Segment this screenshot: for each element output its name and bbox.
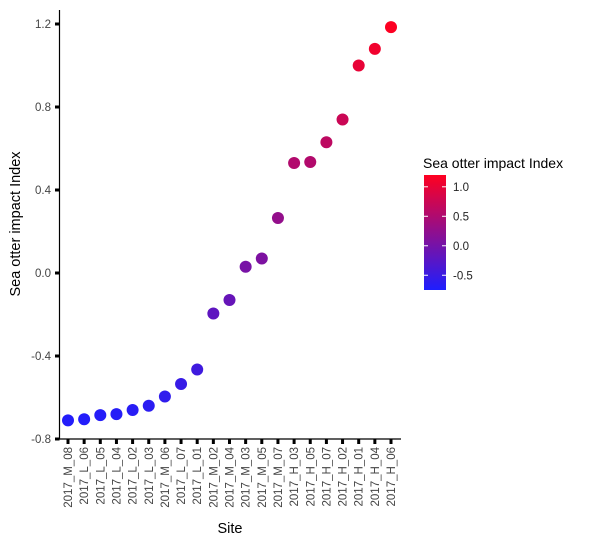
x-tick-label: 2017_L_06	[79, 447, 91, 505]
x-tick-label: 2017_H_04	[370, 446, 382, 506]
color-legend: Sea otter impact Index 1.0 0.5 0.0 -0.5	[423, 155, 563, 290]
data-point	[142, 399, 155, 412]
x-tick-label: 2017_H_02	[338, 447, 350, 506]
x-tick-label: 2017_M_08	[63, 447, 75, 508]
data-point	[78, 413, 91, 426]
x-tick-label: 2017_L_04	[111, 446, 123, 504]
legend-tick-label: -0.5	[453, 270, 473, 282]
data-point	[239, 260, 252, 273]
y-ticks: -0.8 -0.4 0.0 0.4 0.8 1.2	[31, 19, 60, 446]
data-point	[271, 212, 284, 225]
y-axis: -0.8 -0.4 0.0 0.4 0.8 1.2	[31, 10, 61, 446]
x-tick-label: 2017_M_06	[160, 447, 172, 508]
data-point	[255, 252, 268, 265]
y-tick-label: 0.4	[35, 185, 52, 197]
legend-tick-label: 0.5	[453, 211, 469, 223]
y-tick-label: 1.2	[35, 19, 51, 31]
data-point	[175, 378, 188, 391]
x-tick-label: 2017_L_01	[192, 447, 204, 505]
data-point	[320, 136, 333, 149]
data-point	[126, 403, 139, 416]
x-tick-label: 2017_M_03	[241, 447, 253, 508]
data-point	[368, 42, 381, 55]
x-tick-label: 2017_M_05	[257, 447, 269, 508]
data-point	[223, 293, 236, 306]
legend-color-bar	[424, 175, 446, 290]
data-point	[94, 409, 107, 422]
x-tick-label: 2017_H_05	[305, 447, 317, 506]
data-point	[158, 390, 171, 403]
data-points	[62, 21, 397, 427]
x-tick-label: 2017_H_06	[386, 447, 398, 506]
y-axis-title: Sea otter impact Index	[8, 151, 24, 297]
x-tick-label: 2017_L_02	[128, 447, 140, 505]
x-axis-title: Site	[218, 521, 243, 537]
data-point	[352, 59, 365, 72]
x-tick-label: 2017_H_01	[354, 447, 366, 506]
legend-tick-label: 0.0	[453, 241, 469, 253]
x-tick-label: 2017_M_07	[273, 447, 285, 508]
x-tick-label: 2017_L_03	[144, 447, 156, 505]
y-tick-label: 0.0	[35, 268, 51, 280]
y-tick-label: -0.8	[31, 434, 51, 446]
x-ticks: 2017_M_08 2017_L_06 2017_L_05 2017_L_04 2017…	[63, 439, 398, 508]
data-point	[110, 408, 123, 421]
x-tick-label: 2017_M_02	[208, 447, 220, 508]
x-axis: 2017_M_08 2017_L_06 2017_L_05 2017_L_04 2017…	[59, 438, 401, 508]
legend-tick-label: 1.0	[453, 182, 469, 194]
y-tick-label: 0.8	[35, 102, 51, 114]
data-point	[336, 113, 349, 126]
data-point	[288, 157, 301, 170]
x-tick-label: 2017_L_07	[176, 447, 188, 505]
data-point	[385, 21, 397, 34]
data-point	[62, 414, 74, 427]
data-point	[207, 307, 220, 320]
legend-title: Sea otter impact Index	[423, 155, 563, 171]
y-tick-label: -0.4	[31, 351, 51, 363]
x-tick-label: 2017_L_05	[95, 447, 107, 505]
x-tick-label: 2017_H_03	[289, 447, 301, 506]
legend-ticks: 1.0 0.5 0.0 -0.5	[424, 182, 473, 282]
data-point	[191, 363, 204, 376]
x-tick-label: 2017_H_07	[321, 447, 333, 506]
data-point	[304, 155, 317, 168]
x-tick-label: 2017_M_04	[225, 446, 237, 507]
